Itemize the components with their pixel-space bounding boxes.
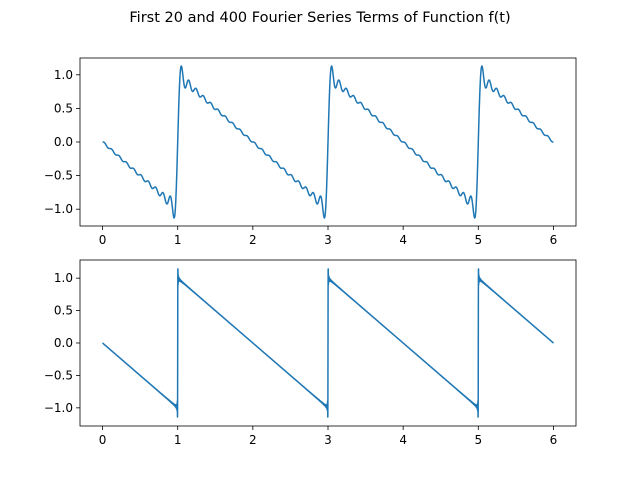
y-tick-label: −1.0 — [44, 401, 73, 415]
figure-title: First 20 and 400 Fourier Series Terms of… — [129, 10, 510, 26]
y-tick-label: 1.0 — [54, 271, 73, 285]
x-tick-label: 0 — [99, 233, 107, 247]
y-tick-label: 0.5 — [54, 101, 73, 115]
y-tick-label: 0.0 — [54, 336, 73, 350]
x-tick-label: 6 — [550, 433, 558, 447]
x-tick-label: 3 — [324, 233, 332, 247]
y-tick-label: −0.5 — [44, 169, 73, 183]
x-tick-label: 5 — [474, 433, 482, 447]
x-tick-label: 2 — [249, 433, 257, 447]
y-tick-label: 0.0 — [54, 135, 73, 149]
x-tick-label: 5 — [474, 233, 482, 247]
y-tick-label: −0.5 — [44, 368, 73, 382]
x-tick-label: 0 — [99, 433, 107, 447]
y-tick-label: −1.0 — [44, 202, 73, 216]
x-tick-label: 2 — [249, 233, 257, 247]
top-subplot-20-terms: 0 1 2 3 4 5 6 −1.0 −0.5 0.0 0.5 1.0 — [44, 57, 577, 247]
x-tick-label: 3 — [324, 433, 332, 447]
series-line — [101, 268, 555, 418]
x-tick-label: 1 — [174, 433, 182, 447]
y-tick-label: 1.0 — [54, 68, 73, 82]
series-line — [102, 65, 554, 219]
y-tick-label: 0.5 — [54, 304, 73, 318]
x-tick-label: 4 — [399, 433, 407, 447]
x-tick-label: 4 — [399, 233, 407, 247]
x-tick-label: 1 — [174, 233, 182, 247]
x-tick-label: 6 — [550, 233, 558, 247]
bottom-subplot-400-terms: 0 1 2 3 4 5 6 −1.0 −0.5 0.0 0.5 1.0 — [44, 259, 577, 447]
